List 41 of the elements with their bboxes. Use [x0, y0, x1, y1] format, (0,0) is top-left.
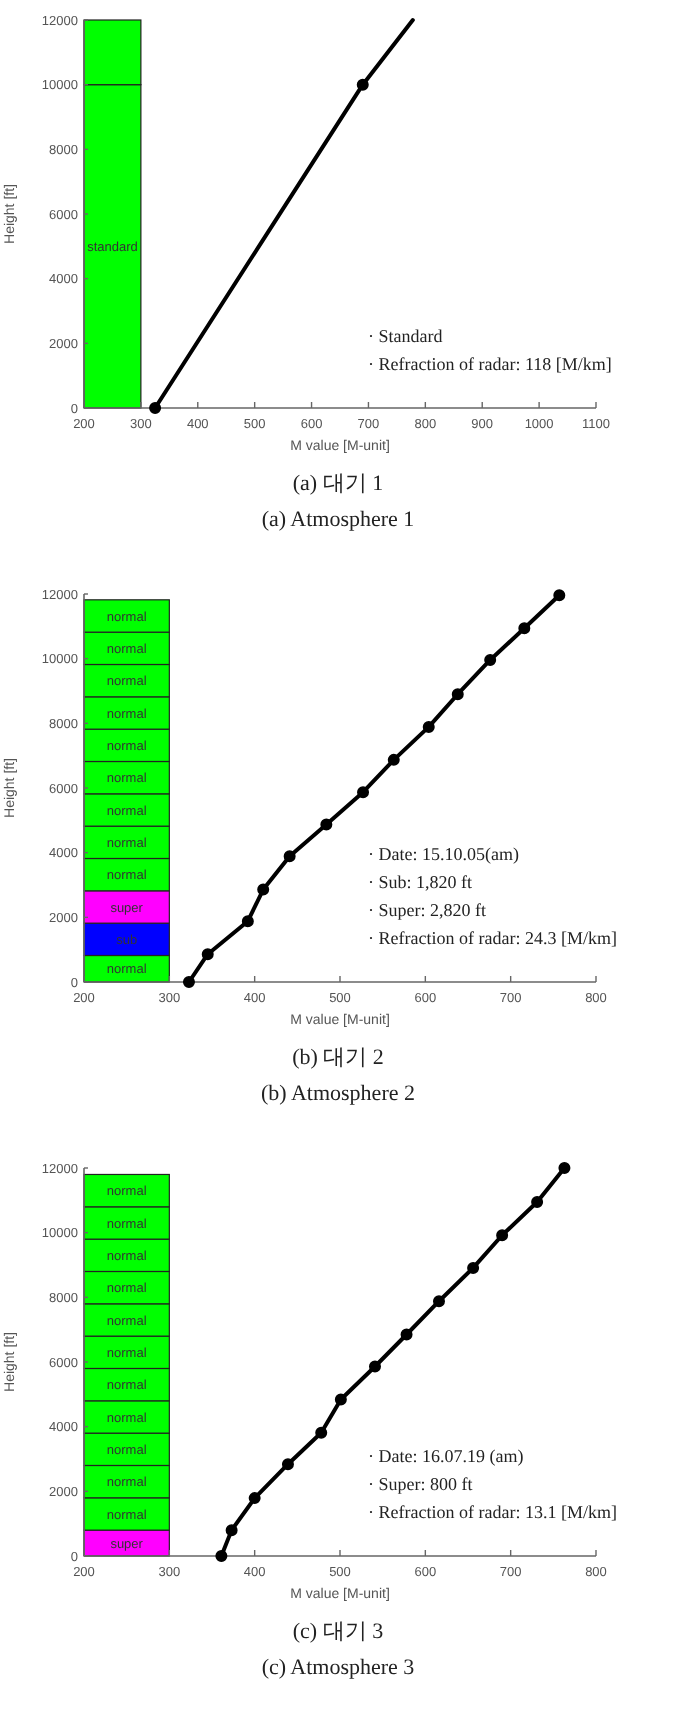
point — [225, 1524, 238, 1537]
text: (b) Atmosphere 2 — [261, 1082, 415, 1106]
point — [400, 1328, 413, 1341]
point — [283, 850, 296, 863]
point — [315, 1426, 328, 1439]
annotation: · Date: 16.07.19 (am) — [368, 1446, 524, 1466]
annotation: · Refraction of radar: 13.1 [M/km] — [368, 1502, 617, 1522]
point — [518, 622, 531, 635]
text: (a) Atmosphere 1 — [261, 508, 415, 532]
annotation: · Standard — [368, 326, 444, 346]
annotation: · Refraction of radar: 118 [M/km] — [368, 354, 612, 374]
point — [368, 1360, 381, 1373]
point — [451, 688, 464, 701]
annotation: · Super: 800 ft — [368, 1474, 474, 1494]
point — [553, 589, 566, 602]
text: (b) 대기 2 — [292, 1046, 384, 1070]
text: (c) Atmosphere 3 — [261, 1656, 416, 1680]
point — [281, 1458, 294, 1471]
point — [558, 1162, 571, 1174]
point — [320, 818, 333, 831]
point — [531, 1195, 544, 1208]
point — [215, 1550, 228, 1562]
annotation: · Refraction of radar: 24.3 [M/km] — [368, 928, 617, 948]
point — [422, 720, 435, 733]
point — [484, 653, 497, 666]
point — [467, 1261, 480, 1274]
point — [248, 1492, 261, 1505]
point — [432, 1295, 445, 1308]
text: (a) 대기 1 — [292, 472, 384, 496]
point — [201, 948, 214, 961]
point — [496, 1229, 509, 1242]
annotation: · Sub: 1,820 ft — [368, 872, 473, 892]
annotation: · Super: 2,820 ft — [368, 900, 487, 920]
point — [357, 786, 370, 799]
point — [334, 1393, 347, 1406]
point — [257, 883, 270, 896]
point — [241, 915, 254, 928]
point — [387, 753, 400, 766]
text: (c) 대기 3 — [292, 1620, 385, 1644]
annotation: · Date: 15.10.05(am) — [368, 844, 519, 864]
point — [182, 976, 195, 988]
